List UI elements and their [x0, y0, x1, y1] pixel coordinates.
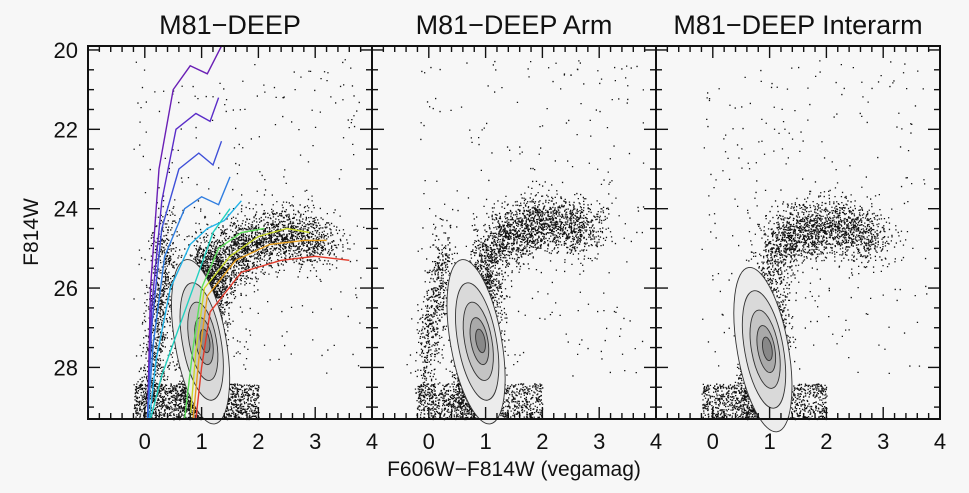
- x-ticks: 0 1 2 3 4: [382, 46, 662, 454]
- panel-m81-deep-interarm: M81−DEEP Interarm 0 1 2 3 4: [655, 10, 946, 454]
- x-tick-label: 4: [650, 429, 662, 454]
- panel-title: M81−DEEP Arm: [416, 10, 613, 40]
- y-tick-label: 26: [54, 276, 78, 301]
- panel-m81-deep: M81−DEEP 0 1 2 3 4 20 22 24 26 28: [54, 10, 379, 454]
- isochrone-line: [146, 97, 220, 420]
- panel-frame: [655, 45, 941, 420]
- x-tick-label: 2: [252, 429, 264, 454]
- isochrone-line: [192, 239, 327, 420]
- isochrone-line: [189, 227, 310, 420]
- x-tick-label: 3: [309, 429, 321, 454]
- panel-background: [372, 46, 656, 419]
- isochrone-group: [146, 45, 350, 420]
- x-tick-label: 1: [479, 429, 491, 454]
- panel-title: M81−DEEP: [159, 10, 301, 40]
- y-ticks: 20 22 24 26 28: [54, 38, 372, 408]
- x-tick-label: 1: [763, 429, 775, 454]
- isochrone-line: [183, 227, 265, 420]
- panel-title: M81−DEEP Interarm: [673, 10, 922, 40]
- density-contour-level: [761, 336, 773, 362]
- y-ticks: [656, 49, 940, 408]
- x-tick-label: 2: [820, 429, 832, 454]
- panel-background: [656, 46, 940, 419]
- x-tick-label: 4: [934, 429, 946, 454]
- x-tick-label: 0: [139, 429, 151, 454]
- isochrone-line: [149, 208, 231, 420]
- y-axis-label: F814W: [20, 198, 43, 266]
- density-contours: [733, 267, 793, 433]
- isochrone-line: [146, 140, 223, 420]
- x-tick-label: 0: [707, 429, 719, 454]
- y-tick-label: 24: [54, 197, 78, 222]
- x-ticks: 0 1 2 3 4: [666, 46, 946, 454]
- isochrone-line: [195, 255, 350, 420]
- y-tick-label: 28: [54, 355, 78, 380]
- isochrone-line: [146, 45, 223, 420]
- isochrone-line: [146, 176, 231, 420]
- y-tick-label: 20: [54, 38, 78, 63]
- x-tick-label: 2: [536, 429, 548, 454]
- density-contour-level: [475, 328, 486, 354]
- x-ticks: 0 1 2 3 4: [98, 46, 378, 454]
- isochrone-line: [148, 200, 242, 420]
- x-tick-label: 4: [366, 429, 378, 454]
- y-tick-label: 22: [54, 117, 78, 142]
- panel-m81-deep-arm: M81−DEEP Arm 0 1 2 3 4: [371, 10, 662, 454]
- panel-background: [88, 46, 372, 419]
- x-tick-label: 3: [593, 429, 605, 454]
- x-axis-label: F606W−F814W (vegamag): [387, 458, 641, 481]
- x-tick-label: 0: [423, 429, 435, 454]
- x-tick-label: 3: [877, 429, 889, 454]
- density-contours: [446, 259, 506, 425]
- x-tick-label: 1: [195, 429, 207, 454]
